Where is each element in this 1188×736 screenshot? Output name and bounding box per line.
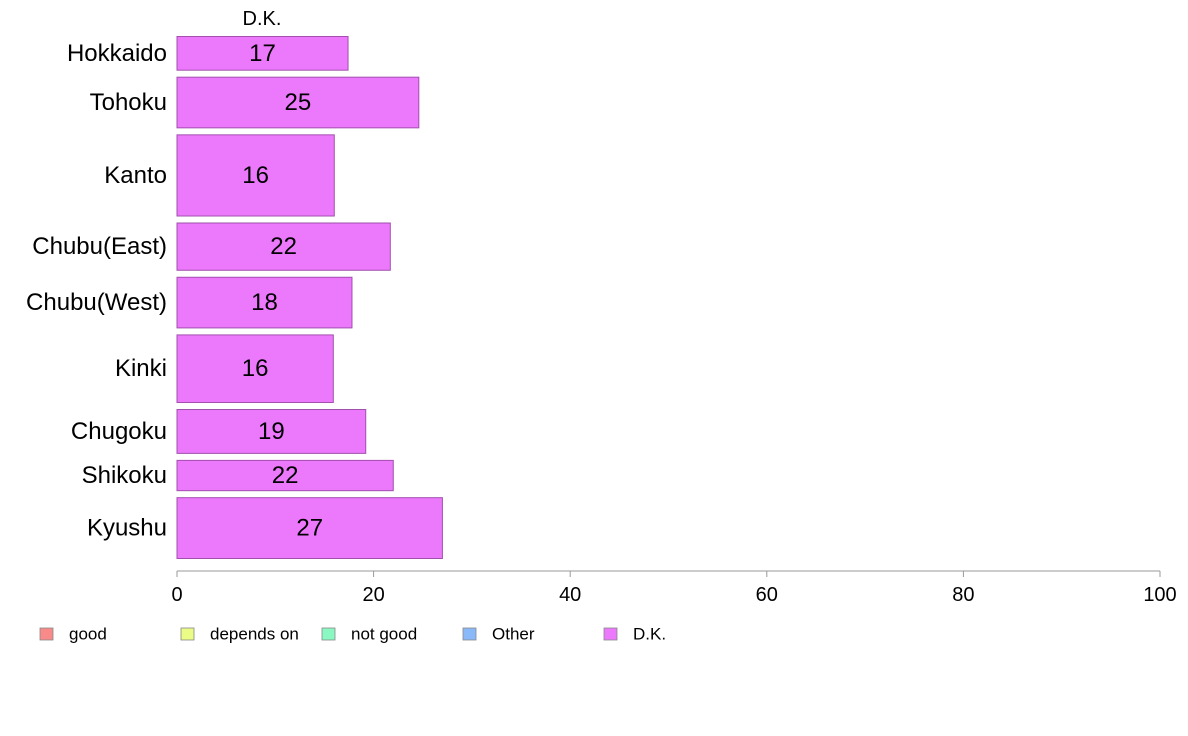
data-label: 22 bbox=[270, 233, 297, 260]
series-title: D.K. bbox=[243, 8, 282, 30]
category-label: Hokkaido bbox=[67, 40, 167, 67]
legend-label: depends on bbox=[210, 625, 299, 644]
legend-swatch bbox=[603, 627, 618, 641]
bar-kyushu bbox=[176, 497, 443, 559]
legend-swatch bbox=[321, 627, 336, 641]
category-label: Chubu(West) bbox=[26, 289, 167, 316]
bar-chugoku bbox=[176, 409, 367, 454]
bar-kanto bbox=[176, 134, 335, 217]
legend-label: D.K. bbox=[633, 625, 666, 644]
legend-label: Other bbox=[492, 625, 535, 644]
bar-chubu-east- bbox=[176, 222, 391, 271]
legend-label: good bbox=[69, 625, 107, 644]
bars-group: Hokkaido 17 Tohoku 25 Kanto 16 Chubu(East) 22 Ch… bbox=[26, 36, 443, 559]
x-axis: 0 20 40 60 80 100 bbox=[171, 570, 1177, 606]
x-tick-label: 80 bbox=[952, 584, 974, 606]
x-tick-label: 0 bbox=[171, 584, 182, 606]
category-label: Kanto bbox=[104, 162, 167, 189]
bar-chubu-west- bbox=[176, 276, 353, 329]
legend-swatch bbox=[462, 627, 477, 641]
bar-shikoku bbox=[176, 459, 394, 492]
x-tick-label: 60 bbox=[756, 584, 778, 606]
category-label: Shikoku bbox=[82, 462, 167, 489]
category-label: Kyushu bbox=[87, 515, 167, 542]
data-label: 27 bbox=[296, 515, 323, 542]
x-tick-label: 100 bbox=[1143, 584, 1176, 606]
data-label: 18 bbox=[251, 289, 278, 316]
data-label: 17 bbox=[249, 40, 276, 67]
legend: good depends on not good Other D.K. bbox=[39, 625, 666, 644]
data-label: 16 bbox=[242, 162, 269, 189]
category-label: Tohoku bbox=[90, 89, 167, 116]
category-label: Chugoku bbox=[71, 418, 167, 445]
category-label: Chubu(East) bbox=[32, 233, 167, 260]
bar-kinki bbox=[176, 334, 334, 404]
data-label: 16 bbox=[242, 355, 269, 382]
legend-swatch bbox=[180, 627, 195, 641]
data-label: 25 bbox=[285, 89, 312, 116]
category-label: Kinki bbox=[115, 355, 167, 382]
legend-label: not good bbox=[351, 625, 417, 644]
x-tick-label: 20 bbox=[362, 584, 384, 606]
data-label: 19 bbox=[258, 418, 285, 445]
bar-hokkaido bbox=[176, 36, 349, 71]
x-tick-label: 40 bbox=[559, 584, 581, 606]
bar-tohoku bbox=[176, 76, 420, 129]
legend-swatch bbox=[39, 627, 54, 641]
data-label: 22 bbox=[272, 462, 299, 489]
